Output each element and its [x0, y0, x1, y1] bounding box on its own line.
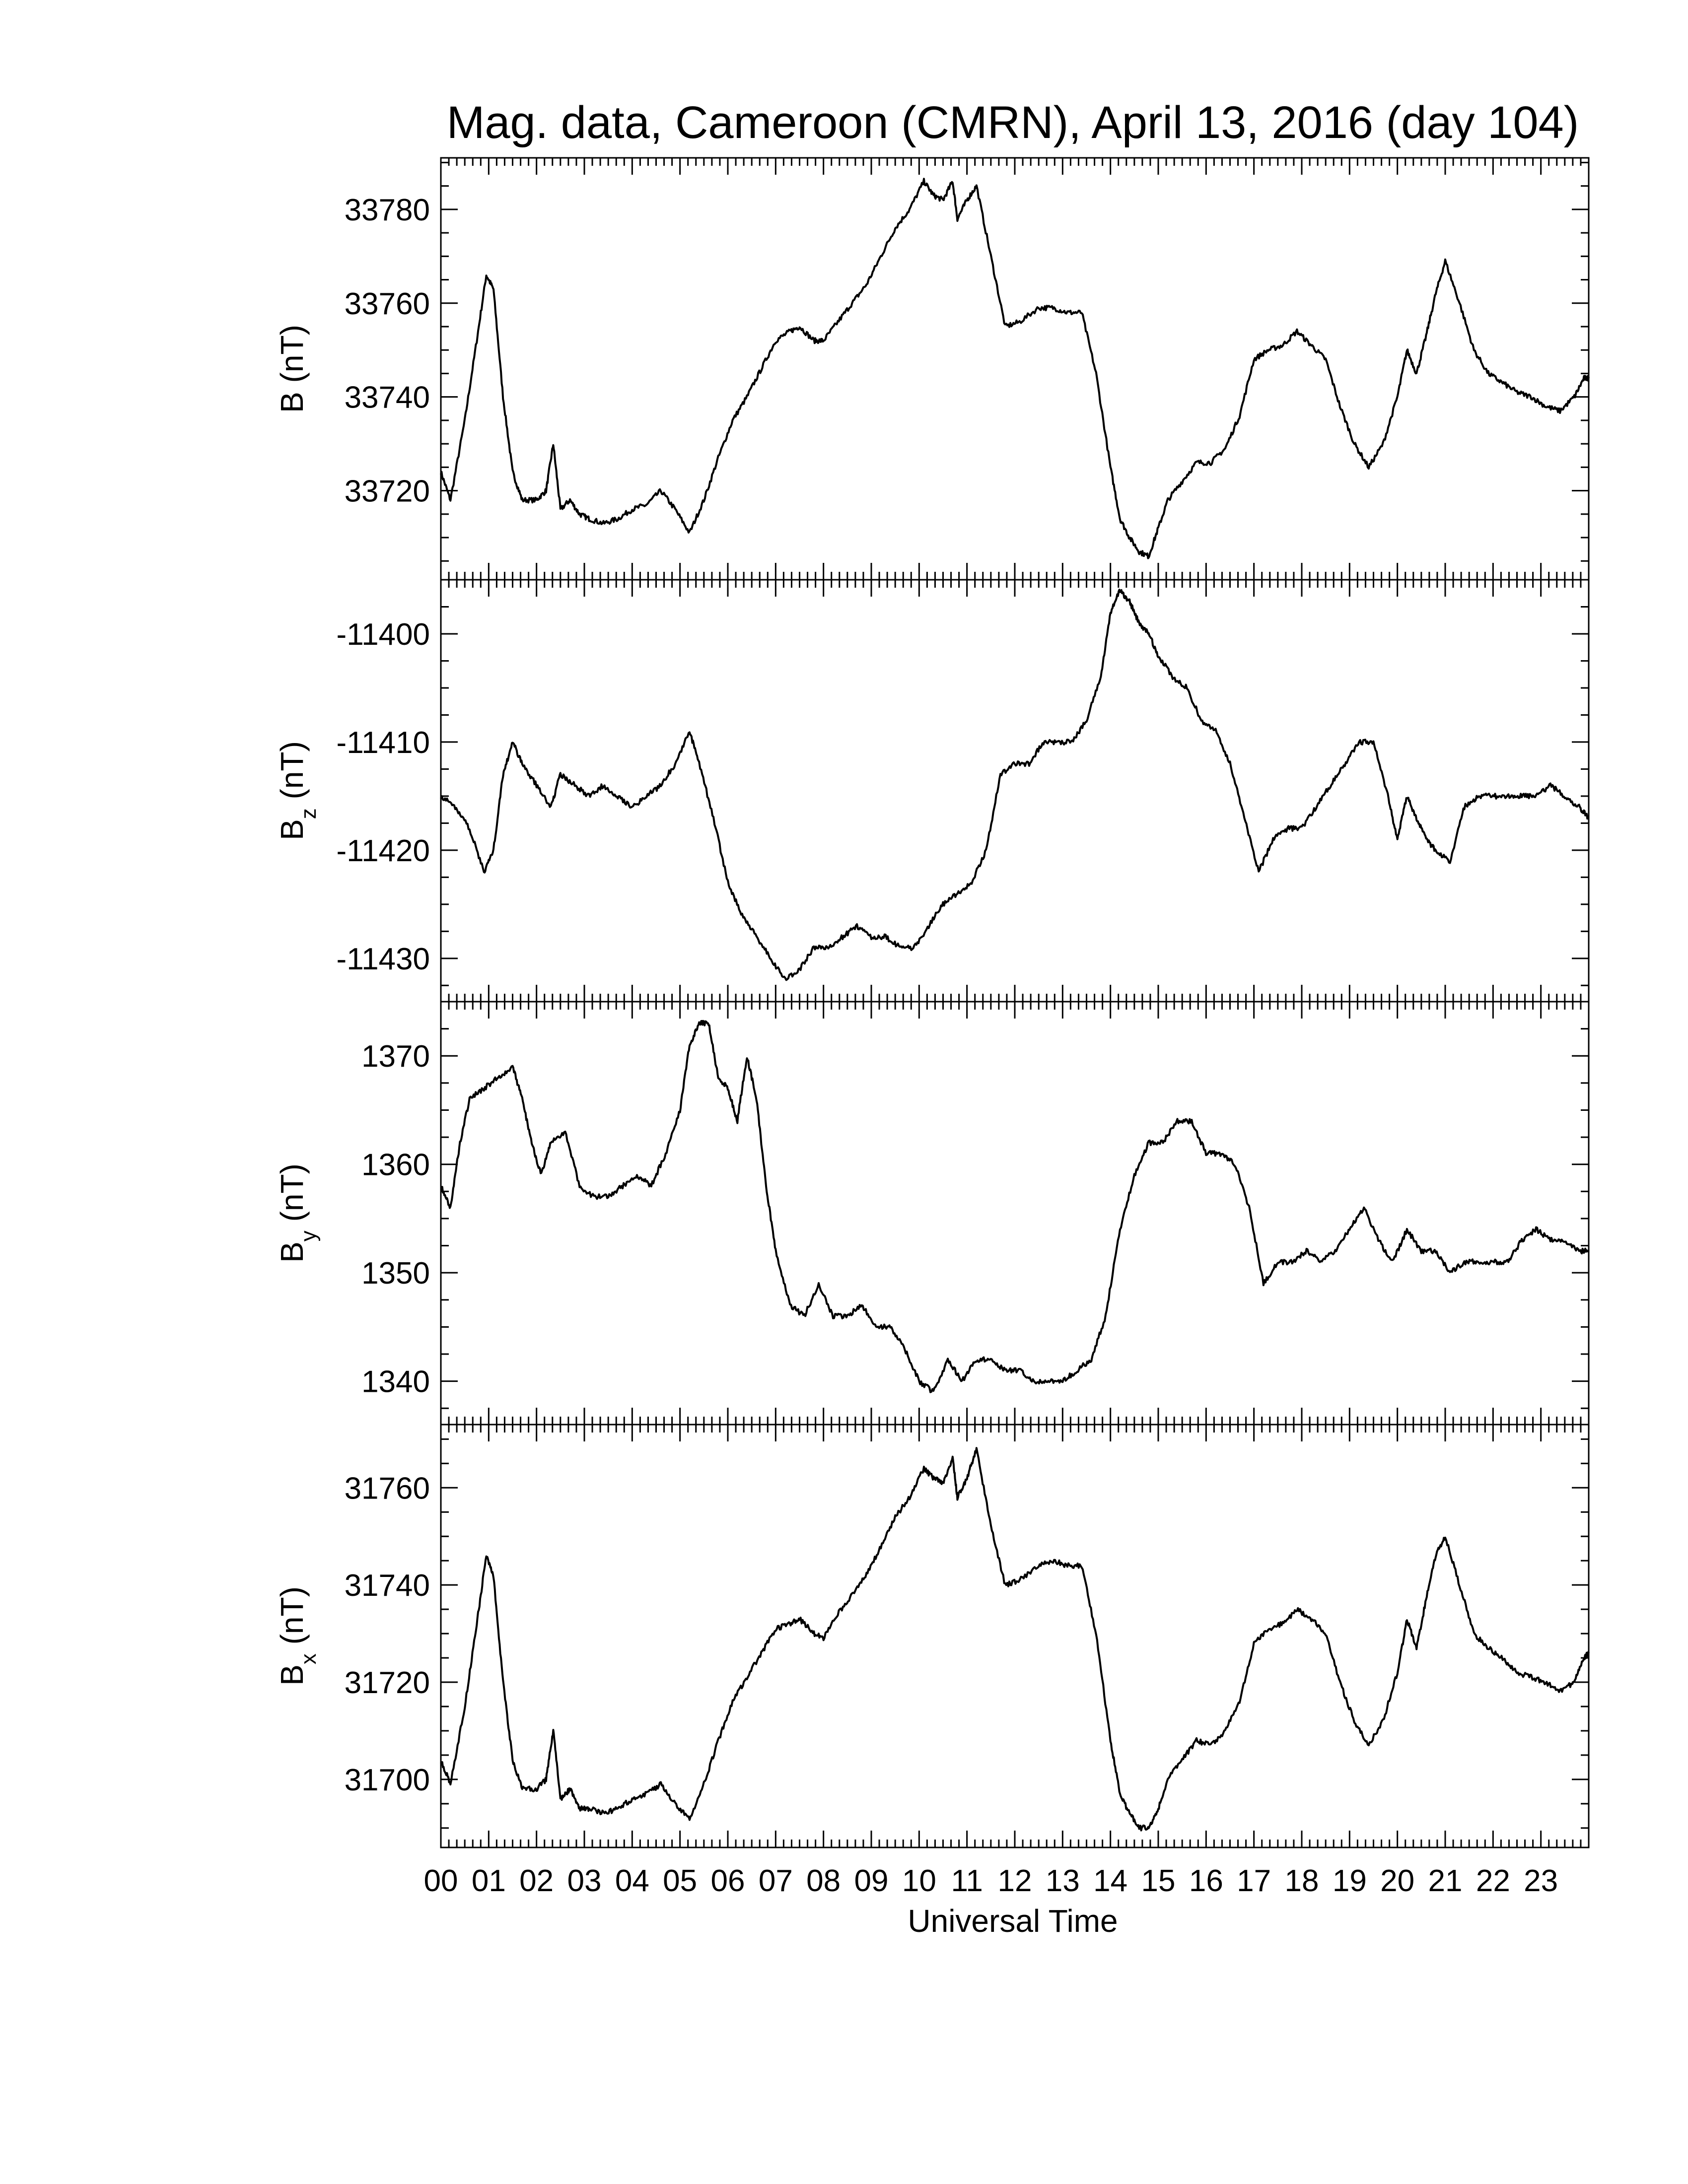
y-tick-label: -11430: [337, 942, 430, 976]
y-axis-label-main: B: [274, 1241, 310, 1263]
y-tick-label: 1360: [361, 1148, 430, 1182]
y-tick-label: 31700: [345, 1763, 430, 1797]
x-axis-label: Universal Time: [908, 1903, 1118, 1939]
y-axis-label-main: B: [274, 392, 310, 413]
panel-Bx: 31700 31720 31740 31760 Bx (nT): [274, 1424, 1590, 1848]
y-axis-label-unit: (nT): [274, 741, 310, 808]
x-tick-label: 14: [1093, 1864, 1127, 1898]
y-axis-label: By (nT): [274, 1163, 321, 1263]
series-line-By: [440, 1020, 1589, 1393]
y-axis-label: B (nT): [274, 325, 310, 413]
panel-Bz: -11400 -11410 -11420 -11430 Bz (nT): [274, 579, 1590, 1003]
series-line-Bz: [440, 589, 1590, 981]
y-tick-label: -11400: [337, 617, 430, 652]
x-tick-label: 12: [998, 1864, 1032, 1898]
y-tick-label: 31720: [345, 1666, 430, 1700]
y-tick-label: 1340: [361, 1365, 430, 1399]
x-tick-label: 05: [663, 1864, 697, 1898]
x-tick-label: 08: [806, 1864, 841, 1898]
x-tick-label: 20: [1380, 1864, 1414, 1898]
x-tick-label: 22: [1476, 1864, 1510, 1898]
y-axis-label-unit: (nT): [274, 325, 310, 392]
x-tick-label: 04: [615, 1864, 649, 1898]
y-tick-label: -11420: [337, 834, 430, 868]
x-tick-label: 06: [711, 1864, 745, 1898]
x-tick-label: 02: [519, 1864, 554, 1898]
x-axis: 00 01 02 03 04 05 06 07 08 09 10 11 12 13 14 15 16 17 18 19…: [424, 1864, 1558, 1898]
x-tick-label: 23: [1524, 1864, 1558, 1898]
y-axis-label-main: B: [274, 819, 310, 840]
y-axis-label-sub: z: [296, 808, 321, 819]
x-tick-label: 11: [951, 1864, 983, 1898]
panel-frame: [440, 1001, 1590, 1426]
y-tick-label: 33740: [345, 381, 430, 415]
y-axis-label-unit: (nT): [274, 1586, 310, 1653]
x-tick-label: 15: [1141, 1864, 1176, 1898]
x-tick-label: 13: [1046, 1864, 1080, 1898]
x-tick-label: 00: [424, 1864, 458, 1898]
series-line-Bx: [440, 1447, 1590, 1832]
y-axis-label-sub: y: [296, 1230, 321, 1241]
y-axis-label-sub: x: [296, 1653, 321, 1664]
panel-frame: [440, 1424, 1590, 1848]
x-tick-label: 09: [854, 1864, 889, 1898]
panel-frame: [440, 579, 1590, 1003]
x-tick-label: 18: [1285, 1864, 1319, 1898]
y-tick-label: 1350: [361, 1256, 430, 1291]
y-tick-label: 33720: [345, 475, 430, 509]
y-tick-label: 33780: [345, 193, 430, 227]
panel-By: 1340 1350 1360 1370 By (nT): [274, 1001, 1590, 1426]
y-tick-label: 31740: [345, 1569, 430, 1603]
x-tick-label: 19: [1333, 1864, 1367, 1898]
y-tick-label: 33760: [345, 287, 430, 321]
panel-B: 33720 33740 33760 33780 B (nT): [274, 157, 1590, 581]
x-tick-label: 03: [567, 1864, 602, 1898]
x-tick-label: 21: [1428, 1864, 1463, 1898]
y-axis-label: Bx (nT): [274, 1586, 321, 1686]
x-tick-label: 07: [759, 1864, 793, 1898]
y-tick-label: 1370: [361, 1039, 430, 1074]
x-tick-label: 17: [1237, 1864, 1271, 1898]
chart-title: Mag. data, Cameroon (CMRN), April 13, 20…: [447, 97, 1579, 148]
y-axis-label-unit: (nT): [274, 1163, 310, 1230]
y-axis-label-main: B: [274, 1664, 310, 1686]
x-tick-label: 10: [902, 1864, 936, 1898]
x-tick-label: 01: [472, 1864, 506, 1898]
y-tick-label: 31760: [345, 1471, 430, 1505]
x-tick-label: 16: [1189, 1864, 1223, 1898]
series-line-B: [440, 178, 1590, 559]
y-axis-label: Bz (nT): [274, 741, 321, 840]
y-tick-label: -11410: [337, 726, 430, 760]
